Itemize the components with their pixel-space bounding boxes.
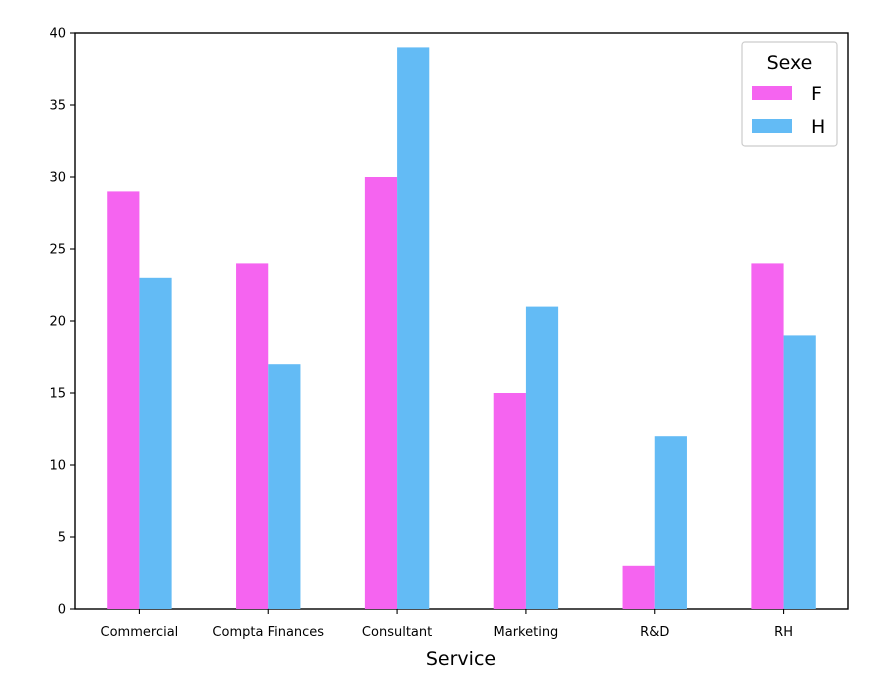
bar-F-marketing [493,393,526,609]
bar-F-rh [751,263,784,609]
x-tick-label: RH [774,625,793,640]
legend-label-H: H [811,116,825,138]
legend-swatch-F [752,86,792,100]
bar-F-consultant [364,177,398,609]
y-tick-label: 20 [49,315,66,330]
legend-swatch-H [752,119,792,133]
x-tick-label: Consultant [362,625,432,640]
bar-H-commercial [139,277,172,609]
y-tick-label: 40 [49,27,66,42]
x-tick-label: Commercial [101,625,179,640]
x-tick-label: R&D [640,625,669,640]
bar-F-compta-finances [236,263,269,609]
y-tick-label: 25 [49,243,66,258]
x-tick-label: Compta Finances [212,625,324,640]
plot-area [74,32,849,610]
legend-title: Sexe [767,52,813,74]
y-axis: 0 5 10 15 20 25 30 35 40 [49,27,75,618]
y-tick-label: 5 [58,531,66,546]
bars [107,47,816,609]
bar-H-r-d [654,436,687,609]
legend-label-F: F [811,83,822,105]
bar-F-r-d [622,565,655,609]
legend: Sexe FH [741,41,838,147]
y-tick-label: 0 [58,603,66,618]
y-tick-label: 15 [49,387,66,402]
bar-H-rh [783,335,816,609]
bar-H-consultant [397,47,430,609]
y-tick-label: 35 [49,99,66,114]
x-axis: Commercial Compta Finances Consultant Marke… [101,609,793,640]
axes-frame [74,32,849,610]
y-tick-label: 10 [49,459,66,474]
x-tick-label: Marketing [494,625,559,640]
bar-H-marketing [525,306,559,609]
bar-F-commercial [107,191,140,609]
y-tick-label: 30 [49,171,66,186]
x-axis-title: Service [426,648,496,670]
bar-H-compta-finances [268,364,301,609]
